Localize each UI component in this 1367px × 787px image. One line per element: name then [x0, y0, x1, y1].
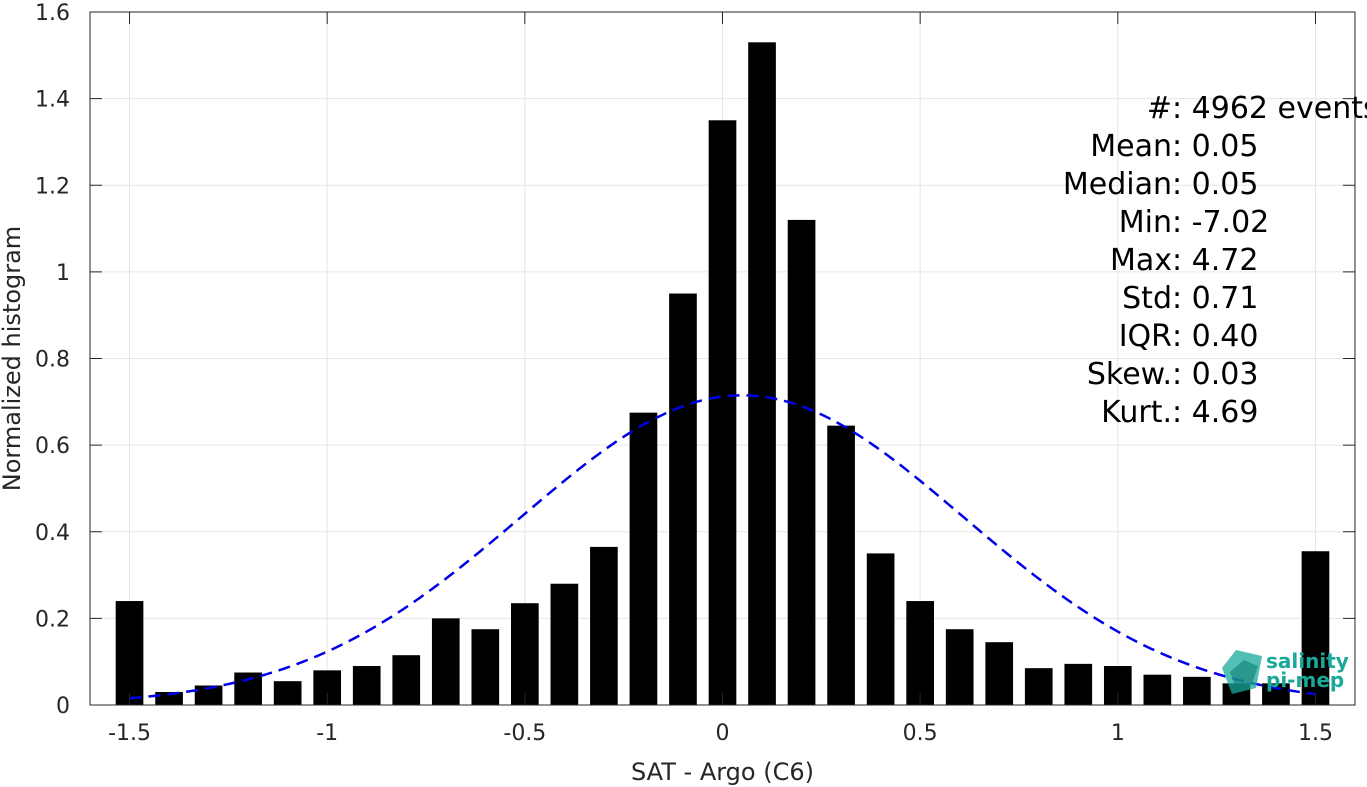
stats-value: : 4.72	[1172, 243, 1258, 278]
histogram-bar	[1064, 663, 1093, 705]
x-tick-label: -0.5	[503, 721, 546, 746]
stats-label: Max	[1110, 243, 1172, 278]
histogram-bar	[431, 618, 460, 705]
stats-label: #	[1147, 91, 1172, 126]
histogram-bar	[194, 685, 223, 705]
histogram-bar	[1301, 551, 1330, 705]
histogram-bar	[234, 672, 262, 705]
gaussian-fit-curve	[129, 394, 1316, 700]
stats-label: Median	[1063, 167, 1172, 202]
histogram-bar	[1143, 674, 1172, 705]
y-tick-label: 1.6	[35, 1, 70, 26]
salinity-pimep-logo: salinity pi-mep	[1222, 649, 1349, 694]
histogram-bar	[748, 42, 776, 706]
stats-value: : -7.02	[1172, 205, 1269, 240]
axes	[89, 11, 1356, 706]
stats-value: : 0.05	[1172, 129, 1258, 164]
stats-label: Skew.	[1087, 357, 1172, 392]
histogram-bars	[115, 42, 1330, 706]
histogram-bar	[1183, 676, 1211, 705]
stats-label: Min	[1119, 205, 1172, 240]
x-tick-label: 0.5	[903, 721, 938, 746]
x-tick-labels: -1.5 -1 -0.5 0 0.5 1 1.5	[108, 721, 1333, 746]
histogram-bar	[471, 629, 500, 705]
histogram-bar	[352, 666, 381, 705]
y-tick-label: 1	[56, 261, 70, 286]
x-tick-label: 1	[1111, 721, 1125, 746]
histogram-bar	[590, 546, 618, 705]
y-axis-label: Normalized histogram	[0, 226, 26, 491]
stats-label: Kurt.	[1101, 395, 1172, 430]
histogram-bar	[511, 603, 539, 705]
stats-label: Mean	[1090, 129, 1172, 164]
x-tick-label: 0	[716, 721, 730, 746]
stats-label: IQR	[1119, 319, 1172, 354]
x-tick-label: -1	[316, 721, 338, 746]
stats-value: : 0.40	[1172, 319, 1258, 354]
x-tick-label: -1.5	[108, 721, 151, 746]
histogram-bar	[906, 601, 934, 705]
stats-value: : 0.03	[1172, 357, 1258, 392]
histogram-bar	[392, 655, 421, 705]
y-tick-label: 0.8	[35, 348, 70, 373]
histogram-bar	[985, 642, 1014, 705]
x-axis-label: SAT - Argo (C6)	[631, 758, 814, 786]
y-tick-labels: 0 0.2 0.4 0.6 0.8 1 1.2 1.4 1.6	[35, 1, 70, 719]
y-tick-label: 1.2	[35, 174, 70, 199]
y-tick-label: 0	[56, 694, 70, 719]
logo-line1: salinity	[1266, 649, 1349, 673]
y-tick-label: 0.2	[35, 607, 70, 632]
histogram-bar	[629, 412, 658, 705]
stats-value: : 4.69	[1172, 395, 1258, 430]
histogram-bar	[155, 692, 183, 705]
stats-value: : 0.05	[1172, 167, 1258, 202]
y-tick-label: 0.4	[35, 521, 70, 546]
y-tick-label: 0.6	[35, 434, 70, 459]
y-tick-label: 1.4	[35, 88, 70, 113]
histogram-bar	[669, 293, 697, 705]
histogram-bar	[708, 120, 737, 705]
stats-value: : 4962 events	[1172, 91, 1367, 126]
histogram-bar	[787, 219, 816, 705]
histogram-bar	[115, 601, 144, 705]
x-tick-label: 1.5	[1298, 721, 1333, 746]
histogram-bar	[866, 553, 895, 705]
logo-mark-shade-icon	[1230, 660, 1258, 688]
histogram-bar	[827, 425, 855, 705]
histogram-bar	[1024, 668, 1053, 705]
stats-value: : 0.71	[1172, 281, 1258, 316]
histogram-bar	[1262, 683, 1290, 705]
histogram-bar	[550, 583, 579, 705]
logo-line2: pi-mep	[1266, 668, 1344, 692]
histogram-bar	[945, 629, 974, 705]
histogram-bar	[273, 681, 302, 705]
stats-label: Std	[1122, 281, 1172, 316]
